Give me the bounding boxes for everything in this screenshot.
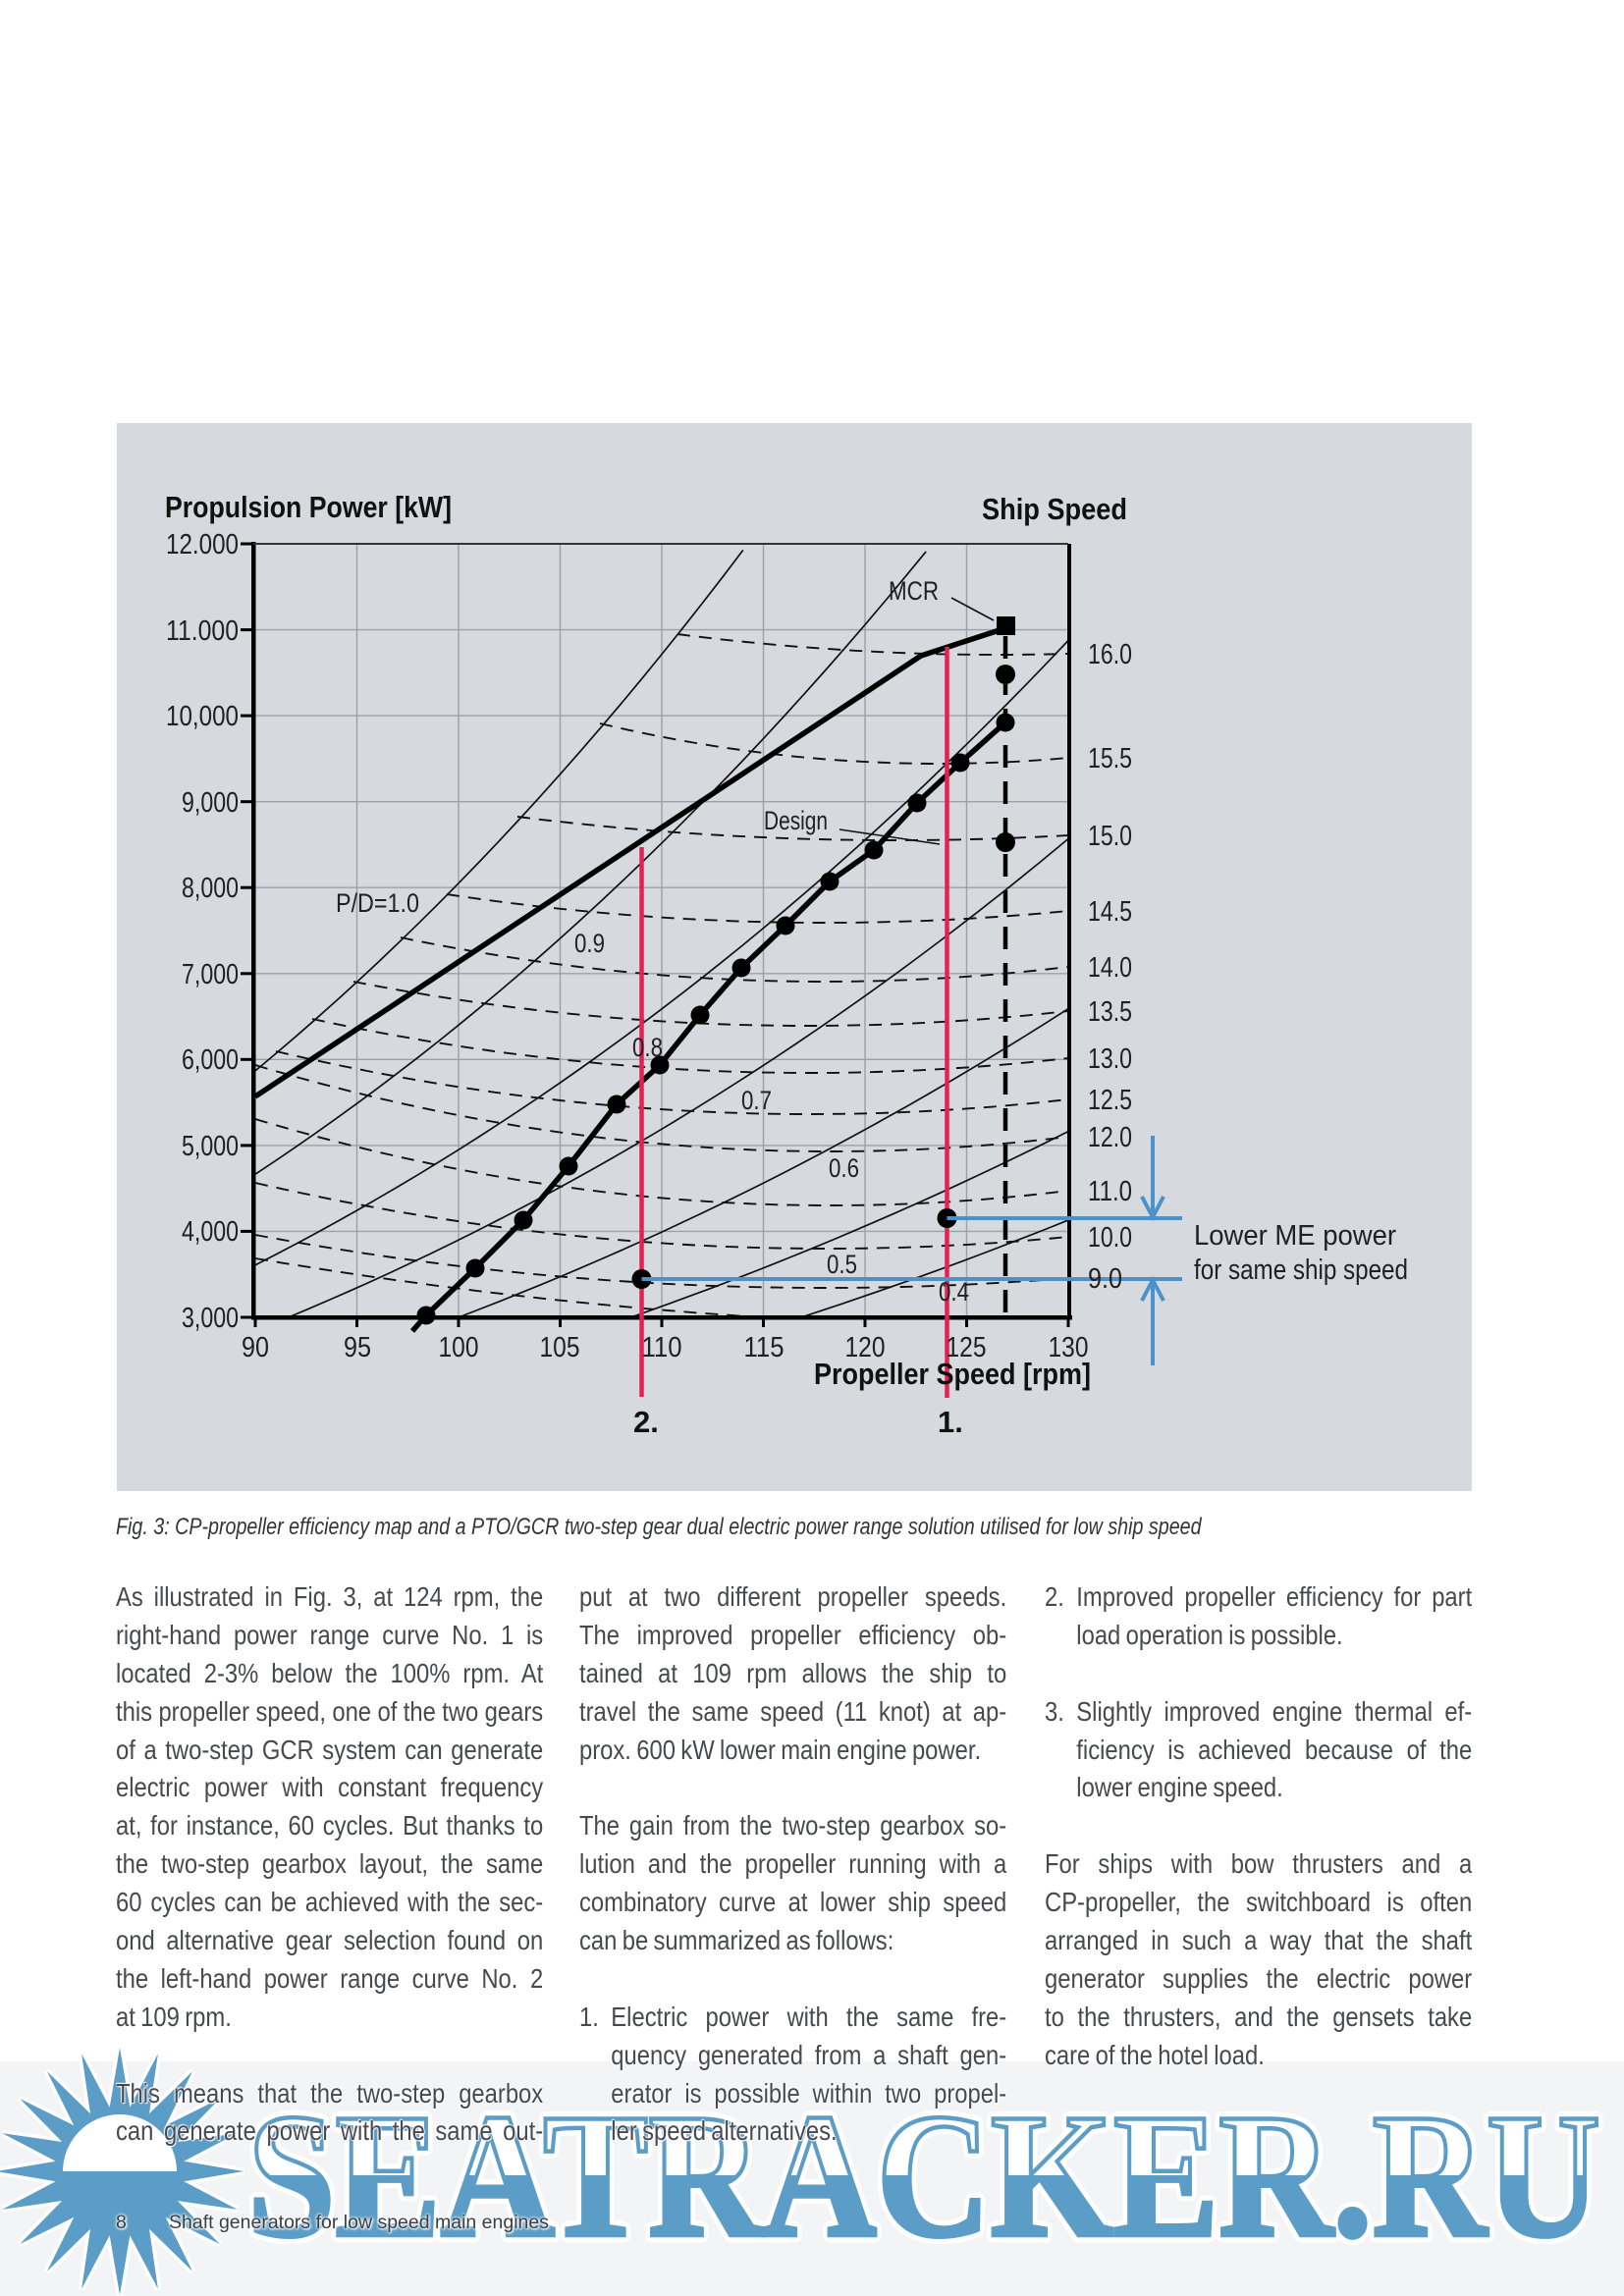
svg-text:12.0: 12.0 [1088,1122,1132,1153]
svg-text:12.5: 12.5 [1088,1085,1132,1116]
svg-text:8,000: 8,000 [182,873,239,904]
svg-text:Lower ME power: Lower ME power [1194,1220,1396,1252]
svg-text:Propulsion Power [kW]: Propulsion Power [kW] [165,490,452,524]
svg-text:9,000: 9,000 [182,787,239,819]
svg-text:14.0: 14.0 [1088,952,1132,984]
svg-text:10.0: 10.0 [1088,1222,1132,1254]
svg-text:115: 115 [744,1332,785,1363]
svg-text:5,000: 5,000 [182,1131,239,1162]
svg-text:7,000: 7,000 [182,959,239,990]
svg-text:P/D=1.0: P/D=1.0 [336,888,419,918]
svg-text:SEATRACKER.RU: SEATRACKER.RU [247,2078,1600,2274]
svg-text:10,000: 10,000 [166,701,239,732]
svg-text:SEATRACKER.RU: SEATRACKER.RU [247,2078,1600,2274]
svg-text:15.0: 15.0 [1088,821,1132,852]
svg-text:Design: Design [764,806,828,835]
svg-text:0.9: 0.9 [574,929,605,958]
svg-text:Propeller Speed [rpm]: Propeller Speed [rpm] [814,1357,1091,1391]
svg-text:0.4: 0.4 [939,1277,969,1307]
svg-text:12.000: 12.000 [166,529,239,561]
svg-text:9.0: 9.0 [1088,1263,1122,1295]
svg-text:SEATRACKER.RU: SEATRACKER.RU [247,2078,1600,2274]
svg-text:SEATRACKER.RU: SEATRACKER.RU [247,2078,1600,2274]
svg-text:16.0: 16.0 [1088,639,1132,670]
svg-text:11.0: 11.0 [1088,1176,1132,1207]
svg-text:2.: 2. [633,1405,659,1439]
svg-text:13.0: 13.0 [1088,1043,1132,1075]
svg-text:0.6: 0.6 [829,1153,859,1183]
svg-text:Ship Speed: Ship Speed [982,492,1127,526]
svg-text:0.8: 0.8 [632,1033,663,1062]
svg-text:110: 110 [642,1332,682,1363]
svg-text:0.7: 0.7 [741,1086,772,1115]
svg-text:for same ship speed: for same ship speed [1194,1255,1408,1286]
svg-text:13.5: 13.5 [1088,996,1132,1028]
svg-text:120: 120 [845,1332,886,1363]
svg-text:4,000: 4,000 [182,1216,239,1248]
svg-text:1.: 1. [938,1405,963,1439]
svg-text:11.000: 11.000 [166,615,239,647]
svg-text:105: 105 [540,1332,580,1363]
svg-text:125: 125 [947,1332,987,1363]
svg-text:130: 130 [1049,1332,1089,1363]
svg-text:6,000: 6,000 [182,1044,239,1076]
svg-text:MCR: MCR [889,576,939,606]
svg-text:15.5: 15.5 [1088,743,1132,774]
svg-text:14.5: 14.5 [1088,896,1132,928]
svg-text:3,000: 3,000 [182,1303,239,1334]
svg-text:90: 90 [242,1332,269,1363]
svg-text:100: 100 [439,1332,479,1363]
svg-text:95: 95 [344,1332,371,1363]
svg-text:0.5: 0.5 [827,1250,857,1279]
